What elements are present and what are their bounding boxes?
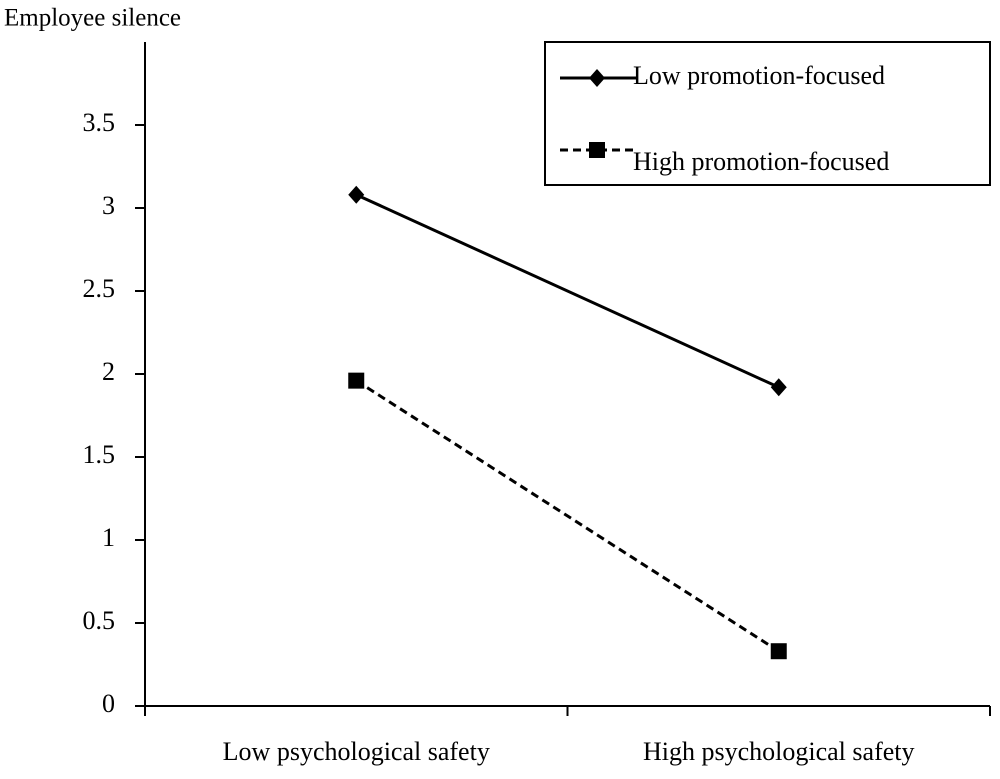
data-point	[348, 372, 365, 389]
legend-label: High promotion-focused	[633, 147, 889, 176]
data-point	[770, 643, 787, 660]
legend-marker	[589, 142, 605, 158]
y-tick-label: 1	[102, 523, 115, 552]
x-tick-label: Low psychological safety	[223, 737, 490, 766]
y-tick-label: 3.5	[83, 108, 116, 137]
series-line	[355, 379, 780, 653]
x-tick-label: High psychological safety	[643, 737, 915, 766]
data-point	[348, 185, 365, 204]
data-point	[770, 378, 787, 397]
y-tick-label: 2.5	[83, 274, 116, 303]
legend-label: Low promotion-focused	[633, 61, 885, 90]
series-line	[355, 193, 780, 389]
y-tick-label: 2	[102, 357, 115, 386]
legend-marker	[589, 69, 605, 87]
legend-box	[544, 41, 991, 186]
y-tick-label: 1.5	[83, 440, 116, 469]
y-tick-label: 0	[102, 689, 115, 718]
chart-title: Employee silence	[4, 5, 181, 32]
y-tick-label: 3	[102, 191, 115, 220]
y-tick-label: 0.5	[83, 606, 116, 635]
